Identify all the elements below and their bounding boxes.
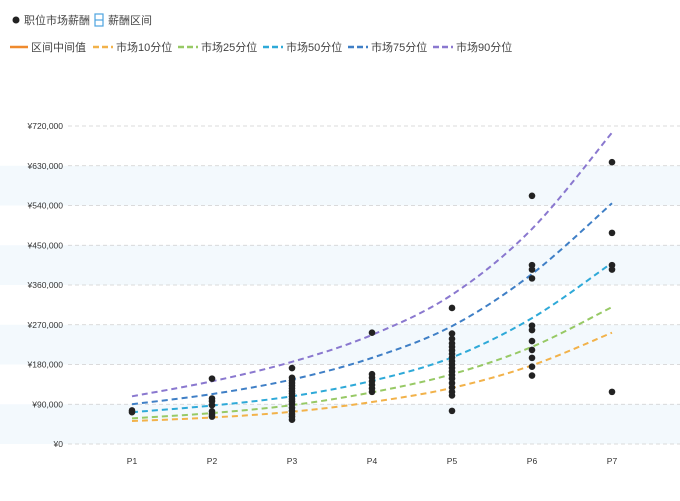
y-tick-label: ¥540,000 bbox=[27, 201, 64, 211]
background-band bbox=[0, 245, 680, 285]
y-tick-label: ¥0 bbox=[53, 439, 64, 449]
legend-item-p75[interactable]: 市场75分位 bbox=[348, 40, 427, 54]
grid-lines bbox=[68, 125, 680, 445]
salary-point bbox=[608, 388, 616, 396]
background-band bbox=[0, 165, 680, 206]
x-axis-ticks: P1 P2 P3 P4 P5 P6 P7 bbox=[127, 456, 618, 466]
range-box-icon bbox=[94, 13, 104, 27]
legend-label: 职位市场薪酬 bbox=[24, 13, 90, 27]
x-tick-label: P4 bbox=[367, 456, 378, 466]
salary-point bbox=[288, 364, 296, 372]
salary-point bbox=[608, 158, 616, 166]
x-tick-label: P1 bbox=[127, 456, 138, 466]
salary-point bbox=[528, 363, 536, 371]
salary-point bbox=[528, 337, 536, 345]
salary-point bbox=[528, 346, 536, 354]
x-tick-label: P3 bbox=[287, 456, 298, 466]
salary-point bbox=[448, 304, 456, 312]
y-tick-label: ¥270,000 bbox=[27, 320, 64, 330]
salary-point bbox=[528, 275, 536, 282]
y-tick-label: ¥720,000 bbox=[27, 121, 64, 131]
y-axis-ticks: ¥0 ¥90,000 ¥180,000 ¥270,000 ¥360,000 ¥450,00… bbox=[27, 121, 64, 449]
background-band bbox=[0, 324, 680, 365]
salary-point bbox=[368, 329, 376, 337]
legend-label: 薪酬区间 bbox=[108, 14, 152, 27]
legend-label: 市场75分位 bbox=[371, 40, 427, 54]
salary-point bbox=[528, 322, 536, 329]
salary-point bbox=[528, 192, 536, 200]
salary-point bbox=[208, 408, 216, 415]
y-tick-label: ¥630,000 bbox=[27, 161, 64, 171]
legend-item-p25[interactable]: 市场25分位 bbox=[178, 40, 257, 54]
salary-point bbox=[208, 375, 216, 382]
series-line-4 bbox=[131, 202, 613, 406]
background-band bbox=[0, 404, 680, 444]
y-tick-label: ¥360,000 bbox=[27, 280, 64, 290]
legend: 职位市场薪酬 薪酬区间 区间中间值 市场10分位 市场25分位 市场50分位 bbox=[10, 13, 512, 54]
salary-point bbox=[208, 395, 216, 402]
salary-point bbox=[528, 372, 536, 379]
legend-label: 区间中间值 bbox=[31, 41, 86, 54]
x-tick-label: P7 bbox=[607, 456, 618, 466]
salary-point bbox=[448, 335, 456, 343]
legend-label: 市场25分位 bbox=[201, 40, 257, 54]
salary-point bbox=[128, 407, 136, 414]
salary-point bbox=[288, 374, 296, 382]
salary-point bbox=[448, 330, 456, 337]
legend-item-p90[interactable]: 市场90分位 bbox=[433, 40, 512, 54]
y-tick-label: ¥450,000 bbox=[27, 240, 64, 250]
dot-icon bbox=[12, 16, 20, 24]
legend-label: 市场10分位 bbox=[116, 40, 172, 54]
salary-point bbox=[528, 261, 536, 269]
salary-point bbox=[528, 354, 536, 362]
x-tick-label: P5 bbox=[447, 456, 458, 466]
legend-item-p50[interactable]: 市场50分位 bbox=[263, 40, 342, 54]
legend-item-p10[interactable]: 市场10分位 bbox=[93, 40, 172, 54]
x-tick-label: P2 bbox=[207, 456, 218, 466]
legend-item-market-salary[interactable]: 职位市场薪酬 bbox=[12, 13, 91, 27]
salary-point bbox=[368, 370, 376, 378]
salary-points bbox=[128, 158, 616, 424]
salary-point bbox=[608, 261, 616, 269]
legend-item-salary-range[interactable]: 薪酬区间 bbox=[94, 13, 152, 27]
salary-point bbox=[448, 407, 456, 415]
legend-label: 市场90分位 bbox=[456, 40, 512, 54]
x-tick-label: P6 bbox=[527, 456, 538, 466]
salary-point bbox=[608, 229, 616, 237]
y-tick-label: ¥90,000 bbox=[31, 399, 63, 409]
legend-item-range-mid[interactable]: 区间中间值 bbox=[10, 41, 86, 54]
legend-label: 市场50分位 bbox=[286, 40, 342, 54]
y-tick-label: ¥180,000 bbox=[27, 360, 64, 370]
background-bands bbox=[0, 165, 680, 444]
